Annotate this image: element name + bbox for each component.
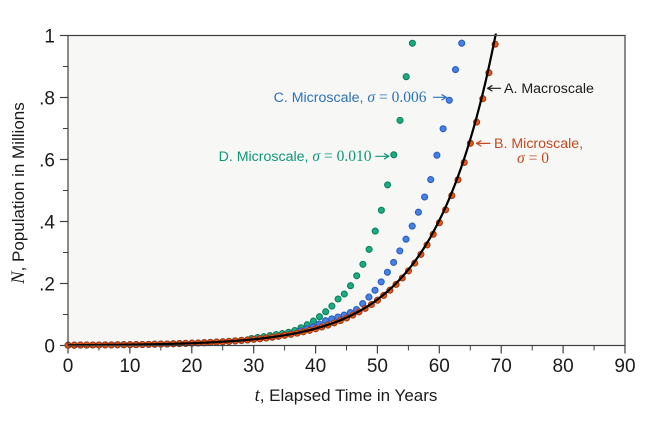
svg-text:80: 80 <box>553 356 574 377</box>
svg-text:C. Microscale, σ = 0.006: C. Microscale, σ = 0.006 <box>274 89 427 106</box>
svg-text:30: 30 <box>243 356 264 377</box>
svg-text:0: 0 <box>63 356 74 377</box>
svg-text:0: 0 <box>44 336 55 357</box>
svg-text:t, Elapsed Time in Years: t, Elapsed Time in Years <box>255 386 438 406</box>
svg-text:N, Population in Millions: N, Population in Millions <box>9 102 29 285</box>
svg-text:σ = 0: σ = 0 <box>517 150 549 167</box>
svg-text:D. Microscale, σ = 0.010: D. Microscale, σ = 0.010 <box>219 148 372 165</box>
svg-text:40: 40 <box>305 356 326 377</box>
svg-text:.8: .8 <box>39 88 55 109</box>
svg-text:B. Microscale,: B. Microscale, <box>494 136 583 152</box>
svg-text:90: 90 <box>614 356 635 377</box>
svg-text:.6: .6 <box>39 150 55 171</box>
svg-text:20: 20 <box>181 356 202 377</box>
svg-text:10: 10 <box>119 356 140 377</box>
svg-text:1: 1 <box>44 26 55 47</box>
svg-text:.4: .4 <box>39 212 55 233</box>
svg-text:.2: .2 <box>39 274 55 295</box>
svg-text:A. Macroscale: A. Macroscale <box>504 81 594 97</box>
svg-text:70: 70 <box>491 356 512 377</box>
svg-text:50: 50 <box>367 356 388 377</box>
svg-text:60: 60 <box>429 356 450 377</box>
